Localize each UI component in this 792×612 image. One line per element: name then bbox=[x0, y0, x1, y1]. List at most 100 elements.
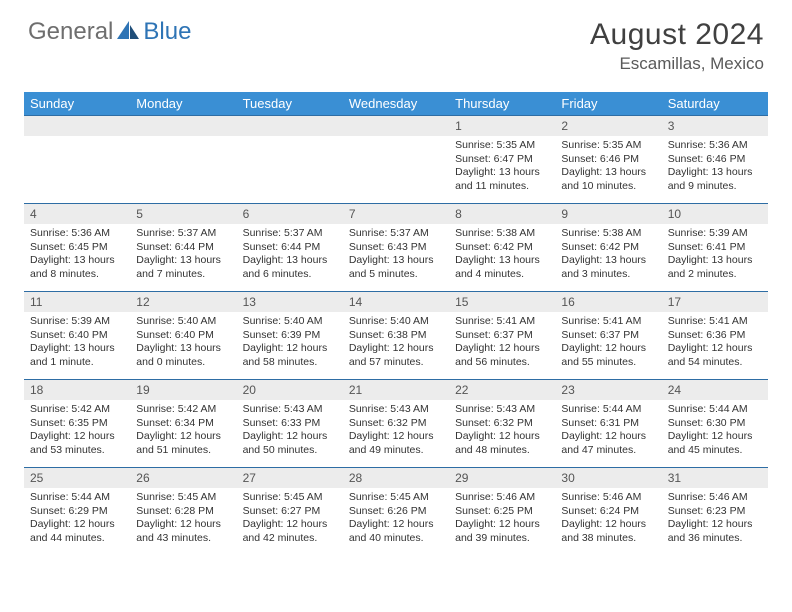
calendar-day-cell: 23Sunrise: 5:44 AMSunset: 6:31 PMDayligh… bbox=[555, 380, 661, 468]
sunrise-text: Sunrise: 5:41 AM bbox=[668, 315, 762, 329]
location-label: Escamillas, Mexico bbox=[590, 54, 764, 74]
sunrise-text: Sunrise: 5:39 AM bbox=[30, 315, 124, 329]
day-number: 21 bbox=[343, 380, 449, 400]
day-body: Sunrise: 5:38 AMSunset: 6:42 PMDaylight:… bbox=[555, 224, 661, 285]
calendar-table: SundayMondayTuesdayWednesdayThursdayFrid… bbox=[24, 92, 768, 556]
sunrise-text: Sunrise: 5:38 AM bbox=[455, 227, 549, 241]
day-number: 5 bbox=[130, 204, 236, 224]
sunrise-text: Sunrise: 5:43 AM bbox=[243, 403, 337, 417]
day-number: 11 bbox=[24, 292, 130, 312]
sunset-text: Sunset: 6:37 PM bbox=[455, 329, 549, 343]
sunset-text: Sunset: 6:46 PM bbox=[668, 153, 762, 167]
calendar-day-cell: 6Sunrise: 5:37 AMSunset: 6:44 PMDaylight… bbox=[237, 204, 343, 292]
daylight-text: Daylight: 13 hours and 5 minutes. bbox=[349, 254, 443, 281]
sunrise-text: Sunrise: 5:44 AM bbox=[668, 403, 762, 417]
weekday-header: Saturday bbox=[662, 92, 768, 116]
calendar-day-cell: 9Sunrise: 5:38 AMSunset: 6:42 PMDaylight… bbox=[555, 204, 661, 292]
daylight-text: Daylight: 12 hours and 51 minutes. bbox=[136, 430, 230, 457]
sunrise-text: Sunrise: 5:36 AM bbox=[668, 139, 762, 153]
day-number: 9 bbox=[555, 204, 661, 224]
day-body: Sunrise: 5:40 AMSunset: 6:38 PMDaylight:… bbox=[343, 312, 449, 373]
calendar-day-cell: 20Sunrise: 5:43 AMSunset: 6:33 PMDayligh… bbox=[237, 380, 343, 468]
sunrise-text: Sunrise: 5:35 AM bbox=[561, 139, 655, 153]
day-number: 24 bbox=[662, 380, 768, 400]
day-body: Sunrise: 5:41 AMSunset: 6:36 PMDaylight:… bbox=[662, 312, 768, 373]
day-number: 29 bbox=[449, 468, 555, 488]
daylight-text: Daylight: 12 hours and 58 minutes. bbox=[243, 342, 337, 369]
day-number: 26 bbox=[130, 468, 236, 488]
daylight-text: Daylight: 12 hours and 39 minutes. bbox=[455, 518, 549, 545]
calendar-day-cell: 12Sunrise: 5:40 AMSunset: 6:40 PMDayligh… bbox=[130, 292, 236, 380]
daylight-text: Daylight: 13 hours and 6 minutes. bbox=[243, 254, 337, 281]
calendar-day-cell: 28Sunrise: 5:45 AMSunset: 6:26 PMDayligh… bbox=[343, 468, 449, 556]
daylight-text: Daylight: 12 hours and 44 minutes. bbox=[30, 518, 124, 545]
calendar-day-cell: 10Sunrise: 5:39 AMSunset: 6:41 PMDayligh… bbox=[662, 204, 768, 292]
day-body: Sunrise: 5:37 AMSunset: 6:43 PMDaylight:… bbox=[343, 224, 449, 285]
day-body: Sunrise: 5:45 AMSunset: 6:26 PMDaylight:… bbox=[343, 488, 449, 549]
day-body: Sunrise: 5:42 AMSunset: 6:35 PMDaylight:… bbox=[24, 400, 130, 461]
calendar-day-cell: 3Sunrise: 5:36 AMSunset: 6:46 PMDaylight… bbox=[662, 116, 768, 204]
day-body: Sunrise: 5:44 AMSunset: 6:29 PMDaylight:… bbox=[24, 488, 130, 549]
day-body: Sunrise: 5:36 AMSunset: 6:45 PMDaylight:… bbox=[24, 224, 130, 285]
calendar-day-cell: 27Sunrise: 5:45 AMSunset: 6:27 PMDayligh… bbox=[237, 468, 343, 556]
sunset-text: Sunset: 6:30 PM bbox=[668, 417, 762, 431]
sunrise-text: Sunrise: 5:37 AM bbox=[136, 227, 230, 241]
weekday-header: Tuesday bbox=[237, 92, 343, 116]
sunset-text: Sunset: 6:28 PM bbox=[136, 505, 230, 519]
daylight-text: Daylight: 12 hours and 42 minutes. bbox=[243, 518, 337, 545]
day-number: 1 bbox=[449, 116, 555, 136]
sunset-text: Sunset: 6:43 PM bbox=[349, 241, 443, 255]
day-body: Sunrise: 5:43 AMSunset: 6:32 PMDaylight:… bbox=[449, 400, 555, 461]
day-body: Sunrise: 5:42 AMSunset: 6:34 PMDaylight:… bbox=[130, 400, 236, 461]
day-body: Sunrise: 5:37 AMSunset: 6:44 PMDaylight:… bbox=[130, 224, 236, 285]
calendar-day-cell: 25Sunrise: 5:44 AMSunset: 6:29 PMDayligh… bbox=[24, 468, 130, 556]
daylight-text: Daylight: 12 hours and 43 minutes. bbox=[136, 518, 230, 545]
day-number bbox=[237, 116, 343, 136]
sunset-text: Sunset: 6:34 PM bbox=[136, 417, 230, 431]
month-title: August 2024 bbox=[590, 18, 764, 52]
calendar-body: 1Sunrise: 5:35 AMSunset: 6:47 PMDaylight… bbox=[24, 116, 768, 556]
calendar-day-cell: 13Sunrise: 5:40 AMSunset: 6:39 PMDayligh… bbox=[237, 292, 343, 380]
daylight-text: Daylight: 12 hours and 47 minutes. bbox=[561, 430, 655, 457]
day-body: Sunrise: 5:38 AMSunset: 6:42 PMDaylight:… bbox=[449, 224, 555, 285]
weekday-header-row: SundayMondayTuesdayWednesdayThursdayFrid… bbox=[24, 92, 768, 116]
day-body bbox=[24, 136, 130, 143]
sunrise-text: Sunrise: 5:38 AM bbox=[561, 227, 655, 241]
sunrise-text: Sunrise: 5:45 AM bbox=[243, 491, 337, 505]
sunrise-text: Sunrise: 5:42 AM bbox=[30, 403, 124, 417]
day-body bbox=[130, 136, 236, 143]
weekday-header: Monday bbox=[130, 92, 236, 116]
day-body: Sunrise: 5:40 AMSunset: 6:40 PMDaylight:… bbox=[130, 312, 236, 373]
brand-logo: General Blue bbox=[28, 18, 191, 46]
daylight-text: Daylight: 13 hours and 1 minute. bbox=[30, 342, 124, 369]
day-body: Sunrise: 5:46 AMSunset: 6:23 PMDaylight:… bbox=[662, 488, 768, 549]
sunset-text: Sunset: 6:31 PM bbox=[561, 417, 655, 431]
day-body: Sunrise: 5:45 AMSunset: 6:27 PMDaylight:… bbox=[237, 488, 343, 549]
calendar-day-cell: 16Sunrise: 5:41 AMSunset: 6:37 PMDayligh… bbox=[555, 292, 661, 380]
calendar-week-row: 18Sunrise: 5:42 AMSunset: 6:35 PMDayligh… bbox=[24, 380, 768, 468]
calendar-day-cell: 31Sunrise: 5:46 AMSunset: 6:23 PMDayligh… bbox=[662, 468, 768, 556]
weekday-header: Wednesday bbox=[343, 92, 449, 116]
day-body: Sunrise: 5:35 AMSunset: 6:46 PMDaylight:… bbox=[555, 136, 661, 197]
daylight-text: Daylight: 12 hours and 36 minutes. bbox=[668, 518, 762, 545]
calendar-day-cell: 11Sunrise: 5:39 AMSunset: 6:40 PMDayligh… bbox=[24, 292, 130, 380]
day-number: 6 bbox=[237, 204, 343, 224]
sunset-text: Sunset: 6:40 PM bbox=[136, 329, 230, 343]
day-number: 27 bbox=[237, 468, 343, 488]
daylight-text: Daylight: 12 hours and 40 minutes. bbox=[349, 518, 443, 545]
daylight-text: Daylight: 12 hours and 49 minutes. bbox=[349, 430, 443, 457]
sunrise-text: Sunrise: 5:37 AM bbox=[349, 227, 443, 241]
sunset-text: Sunset: 6:42 PM bbox=[455, 241, 549, 255]
daylight-text: Daylight: 13 hours and 7 minutes. bbox=[136, 254, 230, 281]
sunrise-text: Sunrise: 5:45 AM bbox=[136, 491, 230, 505]
sunrise-text: Sunrise: 5:39 AM bbox=[668, 227, 762, 241]
sunrise-text: Sunrise: 5:37 AM bbox=[243, 227, 337, 241]
day-body: Sunrise: 5:37 AMSunset: 6:44 PMDaylight:… bbox=[237, 224, 343, 285]
sunrise-text: Sunrise: 5:43 AM bbox=[349, 403, 443, 417]
sunrise-text: Sunrise: 5:43 AM bbox=[455, 403, 549, 417]
calendar-day-cell: 18Sunrise: 5:42 AMSunset: 6:35 PMDayligh… bbox=[24, 380, 130, 468]
daylight-text: Daylight: 13 hours and 2 minutes. bbox=[668, 254, 762, 281]
calendar-day-cell: 30Sunrise: 5:46 AMSunset: 6:24 PMDayligh… bbox=[555, 468, 661, 556]
sunset-text: Sunset: 6:25 PM bbox=[455, 505, 549, 519]
calendar-week-row: 25Sunrise: 5:44 AMSunset: 6:29 PMDayligh… bbox=[24, 468, 768, 556]
